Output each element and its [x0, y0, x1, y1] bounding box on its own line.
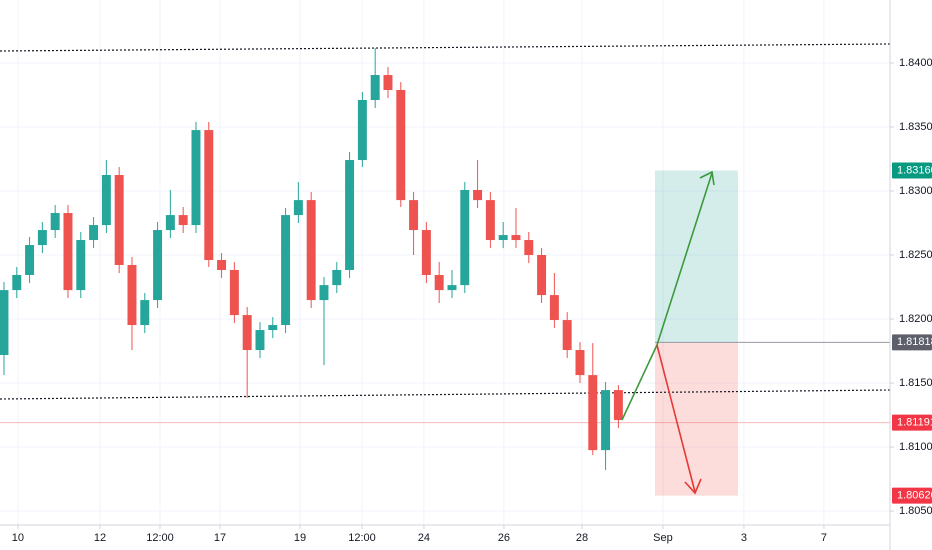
price-tag: [892, 334, 932, 351]
candle-body: [370, 75, 380, 100]
y-tick-label: 1.84000: [899, 57, 932, 69]
x-tick-label: 12:00: [348, 532, 376, 544]
candle-body: [63, 213, 73, 291]
profit-zone: [655, 170, 738, 343]
candle-body: [575, 350, 585, 376]
resistance-line: [0, 43, 891, 52]
y-tick-label: 1.81000: [899, 441, 932, 453]
candle-body: [165, 215, 175, 231]
candle-body: [319, 285, 329, 301]
candle-body: [345, 160, 355, 270]
candle-body: [37, 230, 47, 246]
candle-body: [268, 325, 278, 331]
x-tick-label: 24: [418, 532, 430, 544]
y-tick-label: 1.83500: [899, 121, 932, 133]
price-tag-label: 1.80620: [897, 490, 932, 502]
candle-body: [25, 245, 35, 275]
x-tick-label: 26: [498, 532, 510, 544]
candle-body: [191, 130, 201, 226]
x-tick-label: Sep: [653, 532, 673, 544]
x-tick-label: 12:00: [146, 532, 174, 544]
support-line: [0, 389, 891, 400]
candle-body: [498, 235, 508, 241]
candle-body: [281, 215, 291, 326]
down-arrow: [656, 344, 696, 493]
x-tick-label: 3: [741, 532, 747, 544]
axis-labels: 1.80500 1.81000 1.81500 1.82000 1.82500 1.830…: [12, 57, 932, 544]
candle-body: [306, 200, 316, 301]
y-tick-label: 1.80500: [899, 505, 932, 517]
candle-body: [178, 215, 188, 226]
candle-body: [396, 89, 406, 201]
candle-body: [140, 300, 150, 326]
candle-body: [549, 295, 559, 321]
candle-body: [357, 99, 367, 161]
candle-body: [601, 390, 611, 451]
candle-body: [421, 230, 431, 275]
loss-zone: [655, 342, 738, 496]
up-arrow: [656, 172, 713, 346]
candle-body: [383, 75, 393, 90]
candle-body: [0, 290, 9, 355]
candle-body: [217, 260, 227, 270]
price-tag-label: 1.81818: [897, 336, 932, 348]
y-tick-label: 1.83000: [899, 185, 932, 197]
candle-body: [447, 285, 457, 291]
x-tick-label: 7: [821, 532, 827, 544]
candle-body: [537, 255, 547, 296]
path-arrow: [621, 344, 658, 421]
y-tick-label: 1.82500: [899, 249, 932, 261]
candle-body: [12, 274, 22, 291]
price-tag-label: 1.81191: [897, 416, 932, 428]
price-tag: [892, 487, 932, 504]
candle-body: [229, 269, 239, 316]
x-tick-label: 17: [214, 532, 226, 544]
candle-body: [293, 200, 303, 216]
candle-body: [127, 264, 137, 326]
position-box: [0, 170, 890, 496]
candle-body: [613, 390, 623, 421]
candle-body: [460, 189, 470, 286]
candle-body: [434, 274, 444, 291]
candle-body: [76, 240, 86, 291]
price-tag-label: 1.83160: [897, 164, 932, 176]
candle-body: [409, 200, 419, 231]
y-tick-label: 1.82000: [899, 313, 932, 325]
x-tick-label: 19: [294, 532, 306, 544]
candle-body: [588, 375, 598, 451]
x-tick-label: 12: [94, 532, 106, 544]
x-tick-label: 28: [576, 532, 588, 544]
price-tag: [892, 162, 932, 179]
candle-body: [204, 130, 214, 261]
x-tick-label: 10: [12, 532, 24, 544]
candle-body: [89, 225, 99, 241]
price-tag: [892, 414, 932, 431]
candles: [0, 48, 623, 471]
candle-body: [562, 320, 572, 350]
candle-body: [101, 175, 111, 226]
candle-body: [242, 315, 252, 350]
candle-body: [114, 175, 124, 265]
y-tick-label: 1.81500: [899, 377, 932, 389]
candle-body: [473, 189, 483, 201]
candle-body: [153, 230, 163, 301]
candle-body: [50, 213, 60, 231]
candle-body: [332, 269, 342, 286]
down-arrowhead: [684, 478, 702, 495]
candle-body: [485, 200, 495, 241]
candle-body: [524, 240, 534, 256]
candle-body: [255, 330, 265, 350]
up-arrowhead: [699, 170, 715, 186]
candle-body: [511, 235, 521, 241]
